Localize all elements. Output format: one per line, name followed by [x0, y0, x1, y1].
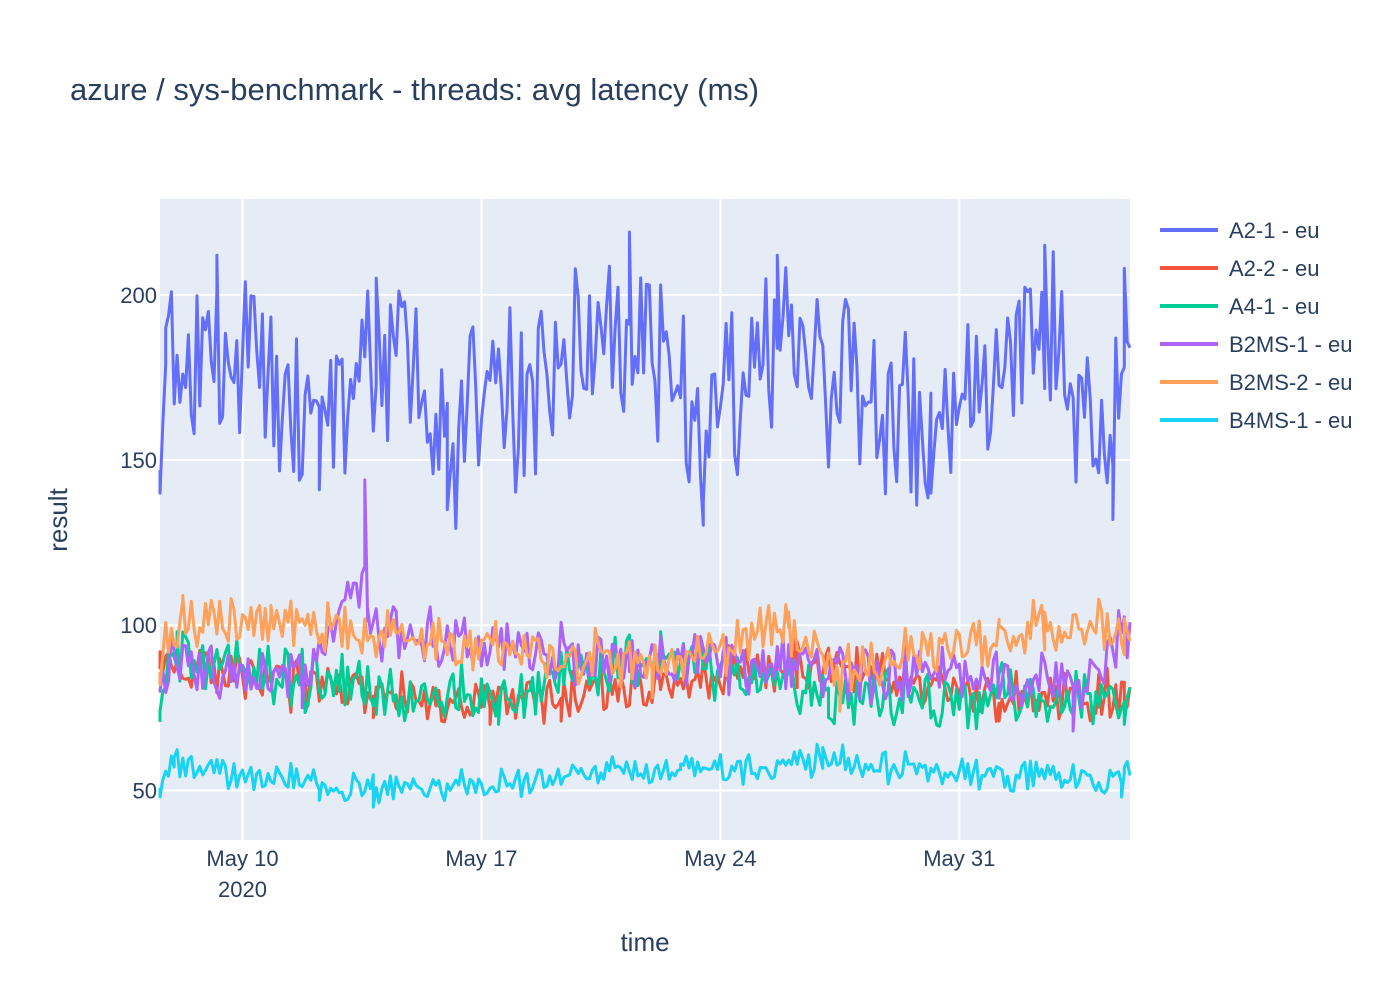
legend-item[interactable]: A2-2 - eu — [1160, 256, 1320, 281]
series-lines — [158, 230, 1132, 809]
legend-label: A2-1 - eu — [1229, 218, 1320, 243]
y-tick-label: 50 — [133, 778, 157, 803]
x-tick-label: May 24 — [684, 846, 756, 871]
series-line — [158, 742, 1132, 809]
legend-label: B2MS-1 - eu — [1229, 332, 1353, 357]
legend-item[interactable]: B2MS-2 - eu — [1160, 370, 1353, 395]
x-tick-label: May 17 — [445, 846, 517, 871]
chart-title: azure / sys-benchmark - threads: avg lat… — [70, 72, 759, 107]
legend-item[interactable]: B2MS-1 - eu — [1160, 332, 1353, 357]
series-line — [158, 594, 1132, 713]
legend-label: B4MS-1 - eu — [1229, 408, 1353, 433]
legend-label: A2-2 - eu — [1229, 256, 1320, 281]
x-axis-ticks: May 10 2020 May 17 May 24 May 31 — [206, 846, 995, 902]
legend-item[interactable]: A2-1 - eu — [1160, 218, 1320, 243]
x-tick-label: May 31 — [923, 846, 995, 871]
y-axis-ticks: 50 100 150 200 — [120, 283, 157, 804]
y-axis-title: result — [43, 487, 73, 551]
x-tick-sublabel: 2020 — [218, 877, 267, 902]
plot-area — [158, 199, 1132, 840]
y-tick-label: 150 — [120, 448, 157, 473]
legend: A2-1 - eu A2-2 - eu A4-1 - eu B2MS-1 - eu B2… — [1160, 218, 1353, 433]
legend-item[interactable]: B4MS-1 - eu — [1160, 408, 1353, 433]
y-tick-label: 100 — [120, 613, 157, 638]
legend-label: A4-1 - eu — [1229, 294, 1320, 319]
series-line — [158, 230, 1132, 530]
x-axis-title: time — [620, 927, 669, 957]
x-tick-label: May 10 — [206, 846, 278, 871]
legend-item[interactable]: A4-1 - eu — [1160, 294, 1320, 319]
y-tick-label: 200 — [120, 283, 157, 308]
legend-label: B2MS-2 - eu — [1229, 370, 1353, 395]
